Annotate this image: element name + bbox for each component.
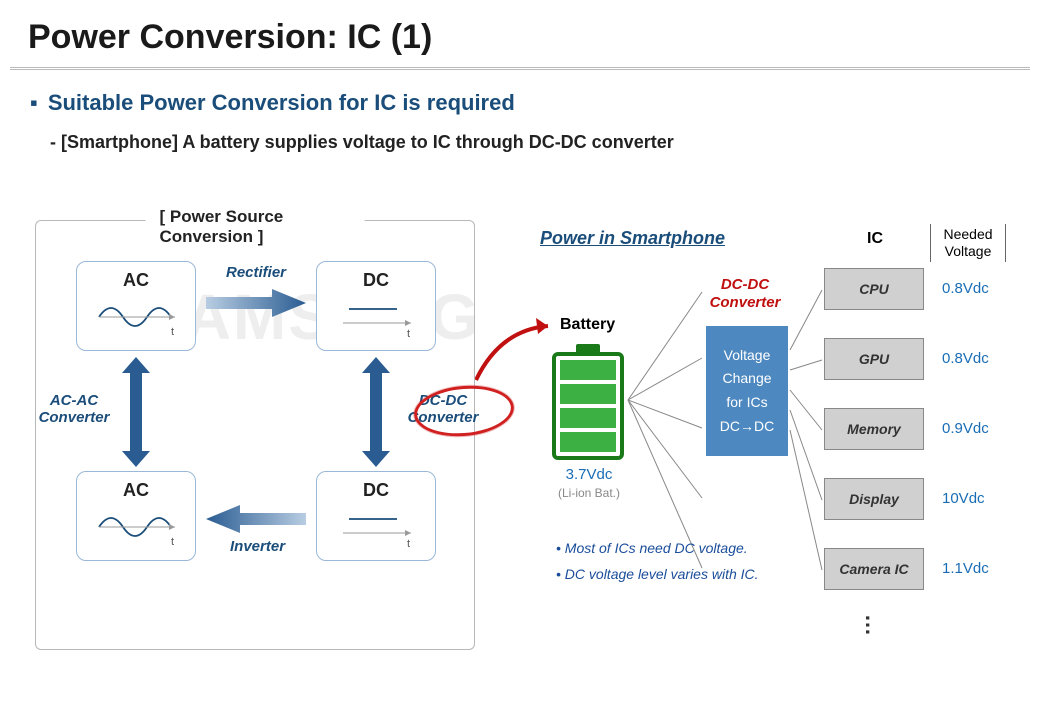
ic-row: Camera IC 1.1Vdc (824, 548, 1014, 592)
ic-box: Memory (824, 408, 924, 450)
ic-box: Camera IC (824, 548, 924, 590)
dc-box-bottom: DC t (316, 471, 436, 561)
ac-box-top: AC t (76, 261, 196, 351)
right-title: Power in Smartphone (540, 228, 725, 249)
note-line: Most of ICs need DC voltage. (556, 540, 748, 556)
ac-box-bottom: AC t (76, 471, 196, 561)
ic-row: Display 10Vdc (824, 478, 1014, 522)
svg-text:t: t (407, 538, 410, 549)
panel-title: [ Power Source Conversion ] (146, 207, 365, 247)
slide-title: Power Conversion: IC (1) (0, 0, 1040, 67)
battery-voltage: 3.7Vdc (553, 466, 625, 483)
dcdc-line: DC→DC (706, 417, 788, 437)
ic-ellipsis-icon: … (860, 614, 886, 636)
ic-box: CPU (824, 268, 924, 310)
ic-voltage: 0.8Vdc (942, 280, 989, 297)
ic-box: GPU (824, 338, 924, 380)
inverter-arrow-icon (202, 499, 312, 539)
main-bullet: Suitable Power Conversion for IC is requ… (0, 70, 1040, 122)
ic-column-header: IC (830, 230, 920, 248)
ic-voltage: 1.1Vdc (942, 560, 989, 577)
ic-row: CPU 0.8Vdc (824, 268, 1014, 312)
ic-voltage: 0.9Vdc (942, 420, 989, 437)
dc-label: DC (317, 270, 435, 291)
ac-label: AC (77, 270, 195, 291)
voltage-column-header: Needed Voltage (930, 224, 1006, 262)
dc-line-icon: t (331, 505, 421, 549)
svg-text:t: t (171, 326, 174, 338)
fanout-right (788, 270, 826, 610)
dcdc-converter-label: DC-DC Converter (700, 276, 790, 312)
sine-wave-icon: t (91, 505, 181, 549)
ic-box: Display (824, 478, 924, 520)
sine-wave-icon: t (91, 295, 181, 339)
dc-label: DC (317, 480, 435, 501)
fanout-left (624, 270, 706, 610)
dc-box-top: DC t (316, 261, 436, 351)
rectifier-label: Rectifier (226, 265, 286, 282)
dcdc-highlight-circle-icon (412, 382, 516, 441)
ic-voltage: 0.8Vdc (942, 350, 989, 367)
rectifier-arrow-icon (202, 283, 312, 323)
inverter-label: Inverter (230, 539, 285, 556)
battery-note: (Li-ion Bat.) (548, 486, 630, 500)
dcdc-line: Change (706, 369, 788, 389)
svg-text:t: t (407, 328, 410, 339)
dcdc-line: Voltage (706, 346, 788, 366)
ac-label: AC (77, 480, 195, 501)
acac-arrow-icon (118, 355, 154, 469)
dcdc-arrow-icon (358, 355, 394, 469)
dcdc-line: for ICs (706, 393, 788, 413)
acac-label: AC-AC Converter (34, 393, 114, 426)
note-line: DC voltage level varies with IC. (556, 566, 759, 582)
power-source-conversion-panel: [ Power Source Conversion ] AC t DC t AC (35, 220, 475, 650)
dcdc-converter-box: Voltage Change for ICs DC→DC (706, 326, 788, 456)
battery-icon (552, 344, 624, 460)
svg-text:t: t (171, 536, 174, 548)
dc-line-icon: t (331, 295, 421, 339)
ic-voltage: 10Vdc (942, 490, 985, 507)
battery-label: Battery (560, 316, 615, 334)
ic-row: Memory 0.9Vdc (824, 408, 1014, 452)
ic-row: GPU 0.8Vdc (824, 338, 1014, 382)
sub-bullet: [Smartphone] A battery supplies voltage … (0, 122, 1040, 153)
content-area: SAMSUNG [ Power Source Conversion ] AC t… (0, 210, 1040, 720)
